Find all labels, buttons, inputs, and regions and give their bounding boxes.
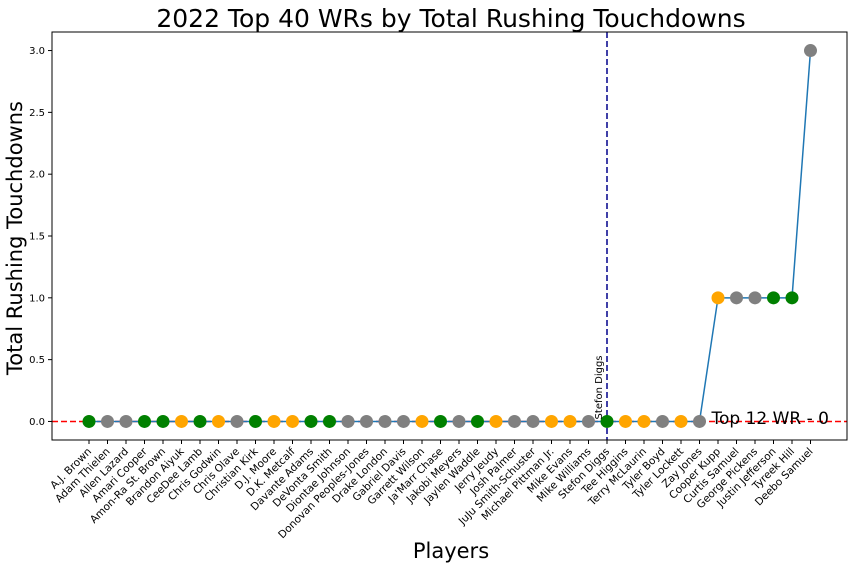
data-point — [101, 414, 114, 428]
data-point — [545, 414, 558, 428]
y-tick-label: 0.5 — [29, 355, 45, 366]
y-axis: 0.0 0.5 1.0 1.5 2.0 2.5 3.0 — [29, 46, 52, 428]
data-point — [267, 414, 281, 428]
data-point — [360, 414, 373, 428]
data-point — [582, 414, 595, 428]
y-axis-label: Total Rushing Touchdowns — [3, 101, 27, 376]
data-point — [119, 414, 133, 428]
series-polyline — [89, 50, 812, 423]
y-tick-label: 2.5 — [29, 108, 45, 119]
data-point — [711, 291, 725, 305]
data-point — [212, 414, 225, 428]
chart-title: 2022 Top 40 WRs by Total Rushing Touchdo… — [156, 4, 745, 33]
data-point — [693, 414, 706, 428]
data-point — [600, 414, 614, 428]
x-axis-label: Players — [413, 539, 489, 563]
plot-frame — [51, 31, 848, 441]
data-point — [193, 414, 207, 428]
data-point — [563, 414, 577, 428]
data-point — [138, 414, 151, 428]
data-points — [82, 44, 817, 428]
data-point — [378, 414, 392, 428]
series-line — [89, 50, 812, 423]
data-point — [397, 414, 410, 428]
data-point — [619, 414, 632, 428]
data-point — [767, 291, 780, 305]
y-tick-label: 1.5 — [29, 232, 45, 243]
y-tick-label: 3.0 — [29, 46, 45, 57]
data-point — [637, 414, 651, 428]
data-point — [175, 414, 188, 428]
data-point — [785, 291, 799, 305]
y-tick-label: 1.0 — [29, 293, 45, 304]
data-point — [452, 414, 466, 428]
data-point — [304, 414, 318, 428]
reference-lines — [52, 32, 847, 440]
data-point — [508, 414, 521, 428]
data-point — [230, 414, 244, 428]
y-tick-label: 0.0 — [29, 417, 45, 428]
data-point — [804, 44, 817, 58]
vline-annotation: Stefon Diggs — [594, 355, 605, 419]
data-point — [674, 414, 688, 428]
data-point — [526, 414, 540, 428]
data-point — [323, 414, 336, 428]
y-tick-label: 2.0 — [29, 170, 45, 181]
data-point — [341, 414, 355, 428]
data-point — [286, 414, 299, 428]
data-point — [656, 414, 669, 428]
data-point — [82, 414, 96, 428]
data-point — [434, 414, 447, 428]
hline-annotation: Top 12 WR - 0 — [710, 409, 829, 429]
data-point — [415, 414, 429, 428]
data-point — [471, 414, 484, 428]
data-point — [156, 414, 170, 428]
data-point — [489, 414, 503, 428]
data-point — [730, 291, 743, 305]
data-point — [748, 291, 762, 305]
data-point — [249, 414, 262, 428]
